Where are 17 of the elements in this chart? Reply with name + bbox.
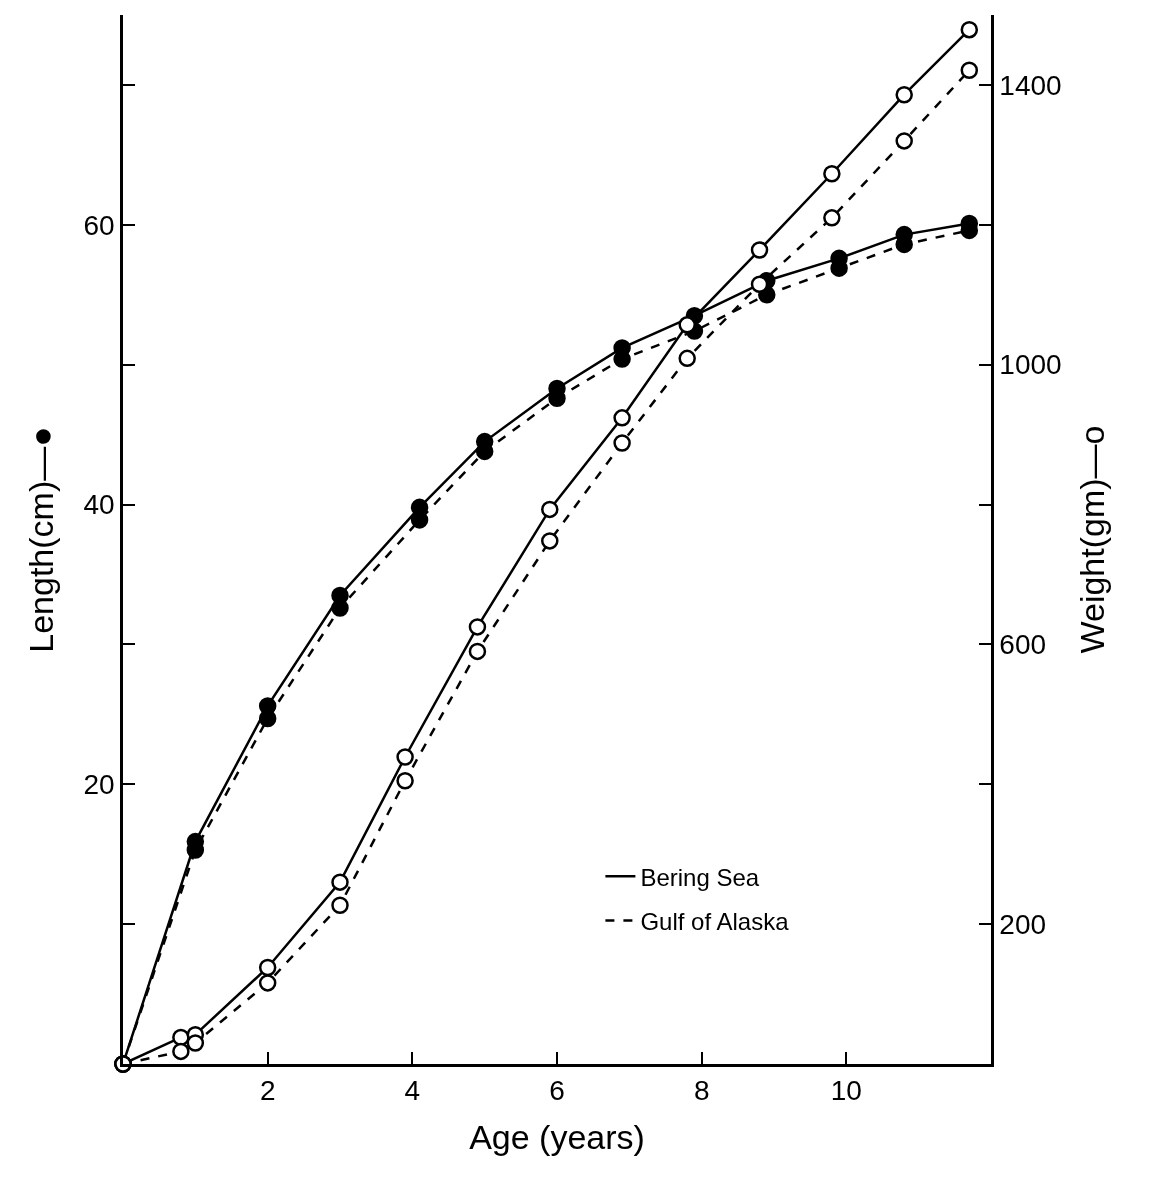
y2-axis-title: Weight(gm)—o: [1072, 425, 1111, 654]
y2-tick-label: 200: [999, 908, 1047, 940]
x-tick-label: 10: [830, 1075, 862, 1107]
y2-tick-label: 600: [999, 629, 1047, 661]
x-tick-label: 4: [404, 1075, 421, 1107]
y-tick-label: 40: [83, 489, 115, 521]
x-tick-label: 8: [693, 1075, 710, 1107]
legend-label: Bering Sea: [640, 863, 760, 891]
x-tick-label: 2: [259, 1075, 276, 1107]
x-tick-label: 6: [549, 1075, 565, 1107]
y2-tick-label: 1400: [999, 69, 1062, 101]
y2-tick-label: 1000: [999, 349, 1062, 381]
y-axis-title: Length(cm)—●: [22, 426, 61, 653]
y-tick-label: 20: [83, 769, 115, 801]
legend-label: Gulf of Alaska: [640, 907, 790, 935]
x-axis-title: Age (years): [469, 1117, 645, 1156]
y-tick-label: 60: [83, 209, 115, 241]
